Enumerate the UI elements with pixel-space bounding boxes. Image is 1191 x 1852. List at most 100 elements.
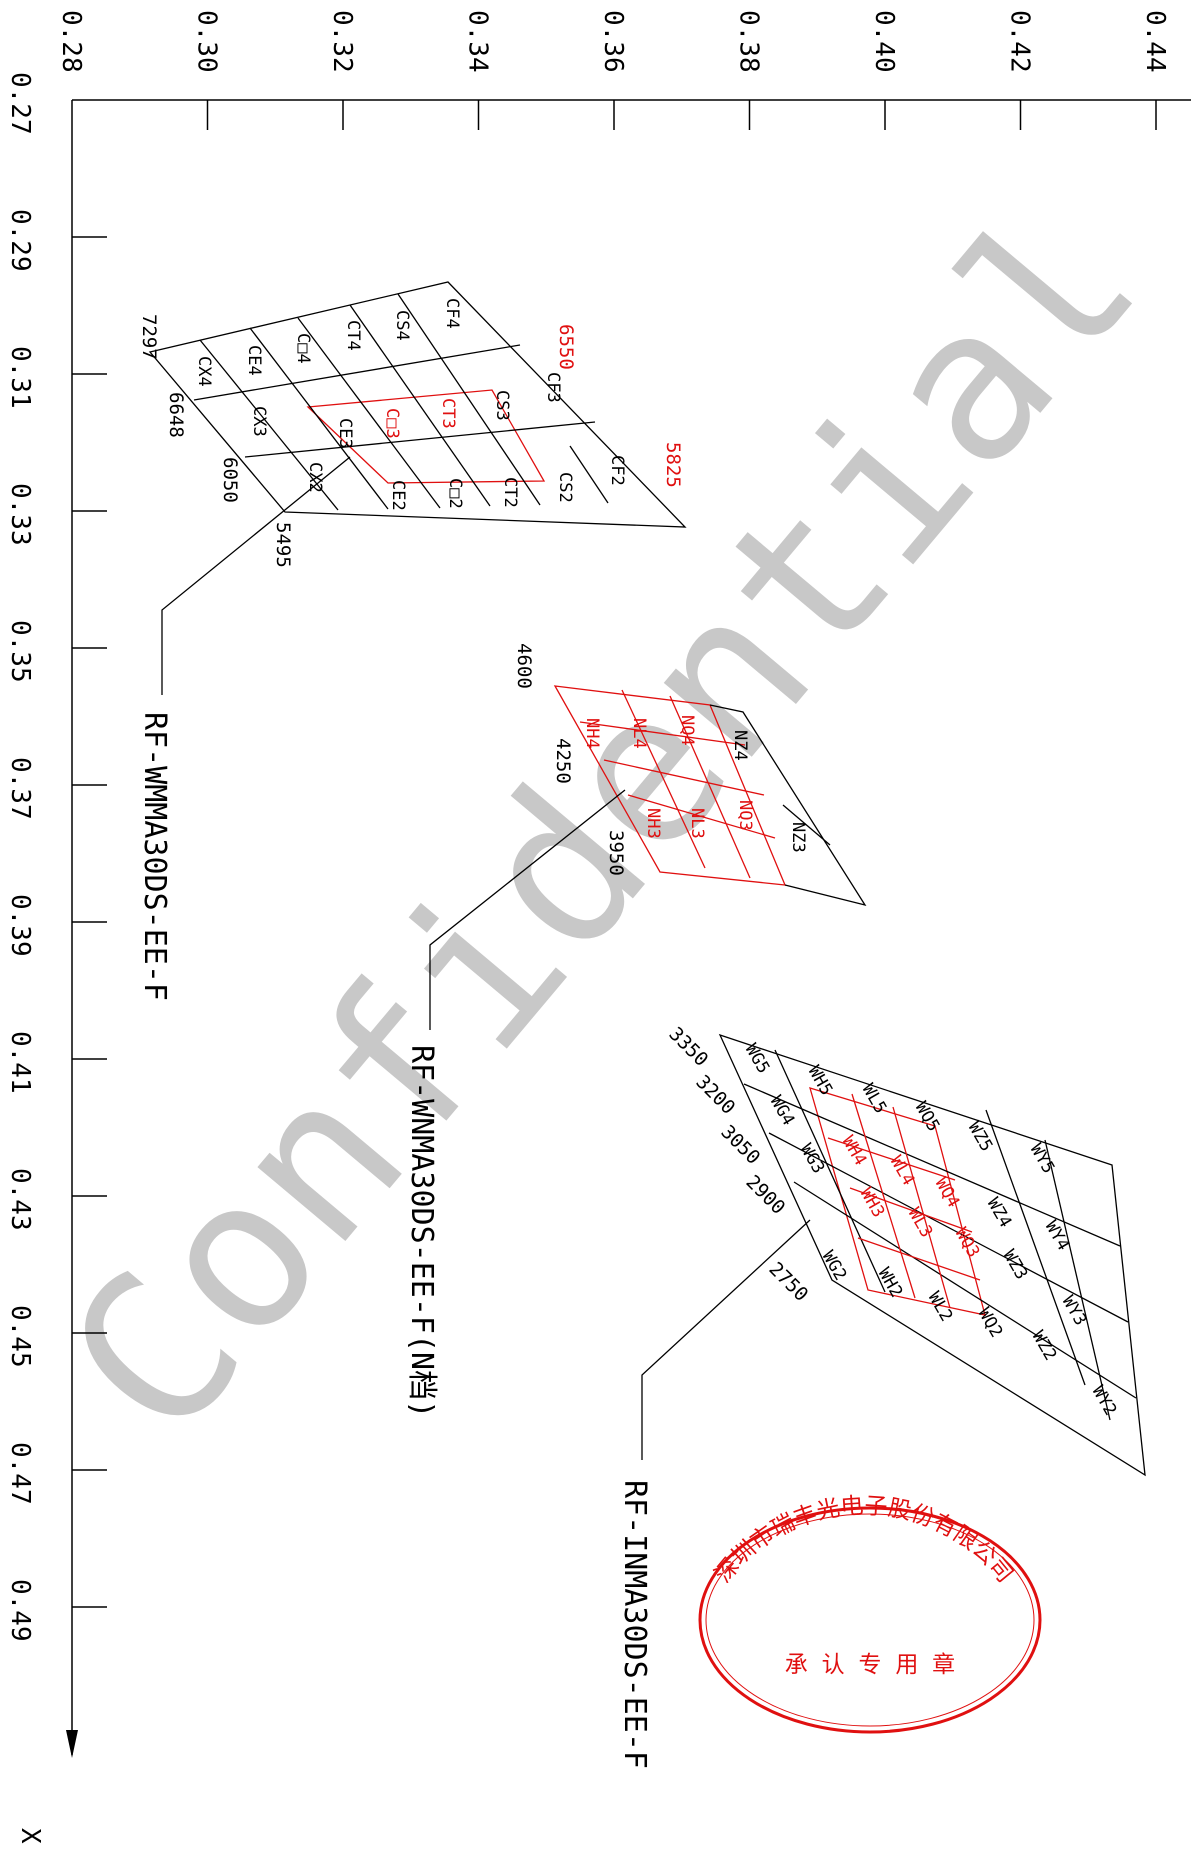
grid-line xyxy=(579,721,746,746)
cell-label: WL4 xyxy=(886,1153,919,1190)
svg-text:WL3: WL3 xyxy=(904,1205,937,1242)
svg-text:3050: 3050 xyxy=(716,1121,764,1169)
grid-line xyxy=(851,1093,916,1299)
boundary-value: 3950 xyxy=(605,830,627,876)
axis-arrow-icon xyxy=(66,1730,78,1758)
grid-line xyxy=(621,689,706,869)
grid-line xyxy=(985,1109,1086,1386)
grid-line xyxy=(397,293,541,506)
svg-text:WG4: WG4 xyxy=(766,1093,799,1130)
svg-text:WQ3: WQ3 xyxy=(951,1225,984,1262)
cell-label: CE4 xyxy=(244,345,264,376)
grid-line xyxy=(857,1237,981,1281)
cell-label: WZ4 xyxy=(983,1195,1016,1232)
grid-line xyxy=(892,1106,951,1309)
cell-label: CX2 xyxy=(305,462,325,493)
grid-line xyxy=(349,304,491,507)
top-tick-label: 0.32 xyxy=(327,10,357,73)
bin-group-wmma: CF4 CS4 CT4 C□4 CE4 CX4 CF3 CS3 CT3 C□3 … xyxy=(137,281,687,1001)
left-tick-label: 0.39 xyxy=(5,894,35,957)
cell-label: WG5 xyxy=(741,1041,774,1078)
svg-text:WL2: WL2 xyxy=(924,1289,957,1326)
svg-text:WH5: WH5 xyxy=(804,1063,837,1100)
model-label: RF-WNMA30DS-EE-F(N档) xyxy=(404,1045,439,1418)
svg-text:WG3: WG3 xyxy=(796,1141,829,1178)
top-tick-label: 0.40 xyxy=(869,10,899,73)
boundary-value: 4250 xyxy=(552,738,574,784)
svg-text:WG5: WG5 xyxy=(741,1041,774,1078)
svg-text:WQ4: WQ4 xyxy=(931,1175,964,1212)
top-tick-label: 0.44 xyxy=(1140,10,1170,73)
grid-line xyxy=(297,317,441,509)
svg-text:X: X xyxy=(15,1828,45,1844)
grid-line xyxy=(199,339,339,511)
grid-line xyxy=(782,804,831,846)
cell-label: NZ3 xyxy=(788,822,808,853)
svg-text:RF-WMMA30DS-EE-F: RF-WMMA30DS-EE-F xyxy=(137,712,172,1001)
left-tick-label: 0.49 xyxy=(5,1579,35,1642)
svg-text:NZ4: NZ4 xyxy=(730,730,750,761)
svg-text:RF-WNMA30DS-EE-F(N档): RF-WNMA30DS-EE-F(N档) xyxy=(404,1045,439,1418)
left-tick-label: 0.35 xyxy=(5,620,35,683)
svg-text:C□4: C□4 xyxy=(293,333,313,364)
svg-text:2900: 2900 xyxy=(741,1171,789,1219)
cell-label: WQ4 xyxy=(931,1175,964,1212)
cell-label: CF3 xyxy=(543,372,563,403)
svg-text:4600: 4600 xyxy=(513,643,535,689)
cell-label: WH2 xyxy=(874,1265,907,1302)
svg-text:WZ4: WZ4 xyxy=(983,1195,1016,1232)
grid-line xyxy=(1044,1139,1111,1421)
top-tick-label: 0.38 xyxy=(734,10,764,73)
svg-text:CT3: CT3 xyxy=(438,398,458,429)
svg-text:WQ5: WQ5 xyxy=(911,1099,944,1136)
svg-text:NH4: NH4 xyxy=(582,718,602,749)
svg-text:NQ4: NQ4 xyxy=(677,715,697,746)
svg-text:NL3: NL3 xyxy=(687,808,707,839)
svg-text:CF4: CF4 xyxy=(442,298,462,329)
cell-label: WQ5 xyxy=(911,1099,944,1136)
cell-label: CF2 xyxy=(607,455,627,486)
top-tick-label: 0.30 xyxy=(192,10,222,73)
model-label: RF-INMA30DS-EE-F xyxy=(617,1480,652,1769)
svg-text:C□2: C□2 xyxy=(445,478,465,509)
svg-text:NQ3: NQ3 xyxy=(735,800,755,831)
cell-label: CS2 xyxy=(555,472,575,503)
grid-line xyxy=(249,327,389,510)
cell-label: NQ3 xyxy=(735,800,755,831)
cell-label: CX4 xyxy=(194,356,214,387)
grid-line xyxy=(774,1049,886,1293)
svg-text:CE2: CE2 xyxy=(388,480,408,511)
cell-label: CS3 xyxy=(492,390,512,421)
svg-text:3350: 3350 xyxy=(664,1023,712,1071)
seal-purpose-text: 承 认 专 用 章 xyxy=(785,1652,955,1678)
svg-text:WG2: WG2 xyxy=(818,1248,851,1285)
cell-label: CX3 xyxy=(249,406,269,437)
svg-text:5495: 5495 xyxy=(272,522,294,568)
cell-label: NH4 xyxy=(582,718,602,749)
svg-text:NZ3: NZ3 xyxy=(788,822,808,853)
bin-grid-outline xyxy=(148,281,687,528)
boundary-value: 6550 xyxy=(555,324,577,370)
left-tick-label: 0.37 xyxy=(5,757,35,820)
bin-grid-outline xyxy=(718,1033,1146,1477)
cell-label: NQ4 xyxy=(677,715,697,746)
grid-line xyxy=(768,1132,1129,1323)
cell-label: C□3 xyxy=(382,408,402,439)
leader-line xyxy=(641,1219,811,1460)
left-tick-label: 0.29 xyxy=(5,209,35,272)
cell-label: NH3 xyxy=(643,808,663,839)
svg-text:6550: 6550 xyxy=(555,324,577,370)
svg-text:WQ2: WQ2 xyxy=(974,1305,1007,1342)
cell-label: NZ4 xyxy=(730,730,750,761)
leader-line xyxy=(429,789,626,1030)
highlight-region xyxy=(809,1087,986,1316)
boundary-value: 2750 xyxy=(764,1258,812,1306)
cell-label: WH3 xyxy=(856,1185,889,1222)
svg-text:CE4: CE4 xyxy=(244,345,264,376)
top-tick-label: 0.36 xyxy=(598,10,628,73)
left-tick-label: 0.31 xyxy=(5,346,35,409)
grid-line xyxy=(627,794,776,839)
grid-line xyxy=(827,1137,956,1181)
cell-label: WQ3 xyxy=(951,1225,984,1262)
